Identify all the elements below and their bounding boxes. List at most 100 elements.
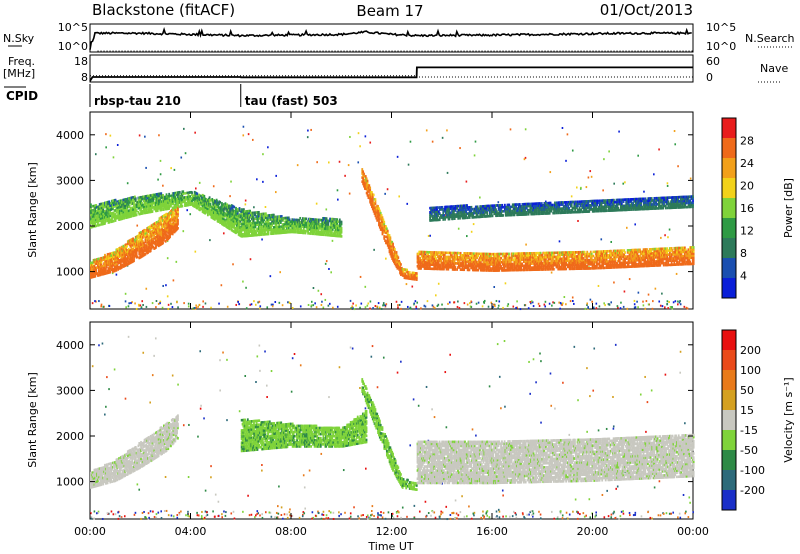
- scatter-cell: [411, 285, 414, 288]
- data-cell-1: [168, 196, 171, 200]
- data-cell-3: [449, 257, 451, 261]
- data-cell-1: [255, 231, 258, 235]
- data-cell-3: [416, 264, 419, 268]
- scatter-cell: [226, 305, 229, 308]
- scatter-cell: [325, 260, 328, 263]
- data-cell-1: [318, 226, 321, 230]
- data-cell-0: [120, 266, 123, 269]
- data-cell-3: [552, 267, 555, 271]
- data-cell-1: [139, 204, 142, 207]
- scatter-cell: [373, 248, 375, 251]
- data-cell-0: [144, 238, 147, 242]
- data-cell-1: [181, 204, 184, 208]
- data-cell-3: [454, 266, 457, 269]
- data-cell-1: [102, 206, 105, 209]
- data-cell-1: [189, 195, 192, 198]
- data-cell-2: [398, 259, 401, 263]
- data-cell-0: [145, 231, 148, 235]
- data-cell-3: [432, 261, 435, 264]
- data-cell-1: [196, 206, 199, 210]
- scatter-cell: [127, 305, 130, 308]
- data-cell-3: [503, 254, 506, 258]
- data-cell-1: [125, 197, 127, 201]
- scatter-cell: [144, 135, 146, 138]
- data-cell-1: [329, 217, 331, 221]
- data-cell-1: [151, 210, 154, 213]
- data-cell-1: [191, 193, 193, 196]
- data-cell-0: [145, 246, 148, 249]
- data-cell-0: [95, 262, 98, 266]
- data-cell-0: [120, 247, 123, 251]
- data-cell-1: [149, 194, 152, 197]
- data-cell-1: [267, 232, 270, 236]
- data-cell-3: [450, 253, 453, 257]
- data-cell-1: [286, 224, 289, 228]
- data-cell-1: [241, 216, 244, 220]
- data-cell-0: [158, 225, 161, 229]
- data-cell-3: [464, 252, 466, 255]
- data-cell-1: [257, 219, 259, 222]
- data-cell-0: [97, 263, 99, 267]
- data-cell-1: [169, 200, 171, 204]
- scatter-cell: [470, 300, 472, 303]
- data-cell-1: [165, 193, 168, 196]
- data-cell-2: [390, 244, 393, 248]
- data-cell-2: [379, 211, 382, 215]
- data-cell-0: [160, 222, 163, 225]
- scatter-cell: [473, 154, 476, 157]
- data-cell-1: [279, 227, 282, 231]
- data-cell-1: [302, 219, 305, 222]
- data-cell-1: [340, 235, 343, 238]
- scatter-cell: [128, 302, 130, 305]
- scatter-cell: [622, 305, 625, 308]
- scatter-cell: [619, 307, 622, 310]
- scatter-cell: [570, 195, 573, 198]
- data-cell-1: [209, 198, 212, 202]
- scatter-cell: [105, 133, 107, 136]
- data-cell-0: [97, 272, 99, 275]
- data-cell-3: [420, 263, 422, 266]
- data-cell-1: [185, 201, 188, 205]
- data-cell-1: [213, 215, 215, 219]
- data-cell-1: [336, 218, 339, 221]
- data-cell-1: [256, 227, 259, 231]
- data-cell-1: [165, 201, 168, 205]
- data-cell-1: [265, 226, 268, 230]
- data-cell-1: [213, 201, 216, 205]
- scatter-cell: [262, 180, 264, 183]
- data-cell-1: [246, 226, 249, 229]
- scatter-cell: [436, 304, 439, 307]
- data-cell-0: [132, 237, 135, 241]
- data-cell-2: [366, 181, 369, 185]
- scatter-cell: [437, 282, 440, 285]
- data-cell-1: [241, 218, 244, 222]
- scatter-cell: [197, 305, 200, 308]
- data-cell-3: [457, 251, 460, 255]
- data-cell-1: [113, 201, 116, 204]
- scatter-cell: [266, 306, 269, 309]
- data-cell-1: [269, 222, 272, 225]
- data-cell-0: [141, 242, 143, 246]
- scatter-cell: [167, 307, 170, 310]
- scatter-cell: [400, 307, 402, 310]
- scatter-cell: [565, 159, 567, 162]
- data-cell-3: [423, 259, 426, 262]
- data-cell-0: [113, 269, 116, 273]
- data-cell-0: [175, 220, 178, 224]
- data-cell-1: [219, 221, 222, 225]
- data-cell-3: [486, 260, 489, 264]
- data-cell-1: [92, 204, 95, 208]
- data-cell-1: [337, 230, 339, 234]
- data-cell-0: [164, 231, 167, 235]
- data-cell-1: [157, 198, 160, 202]
- data-cell-3: [475, 254, 478, 258]
- data-cell-3: [488, 254, 491, 258]
- data-cell-1: [261, 216, 264, 220]
- data-cell-0: [119, 246, 121, 250]
- data-cell-1: [327, 223, 330, 227]
- data-cell-1: [320, 229, 323, 232]
- data-cell-0: [129, 245, 132, 248]
- data-cell-1: [190, 203, 193, 206]
- data-cell-1: [102, 218, 105, 222]
- data-cell-3: [508, 256, 511, 260]
